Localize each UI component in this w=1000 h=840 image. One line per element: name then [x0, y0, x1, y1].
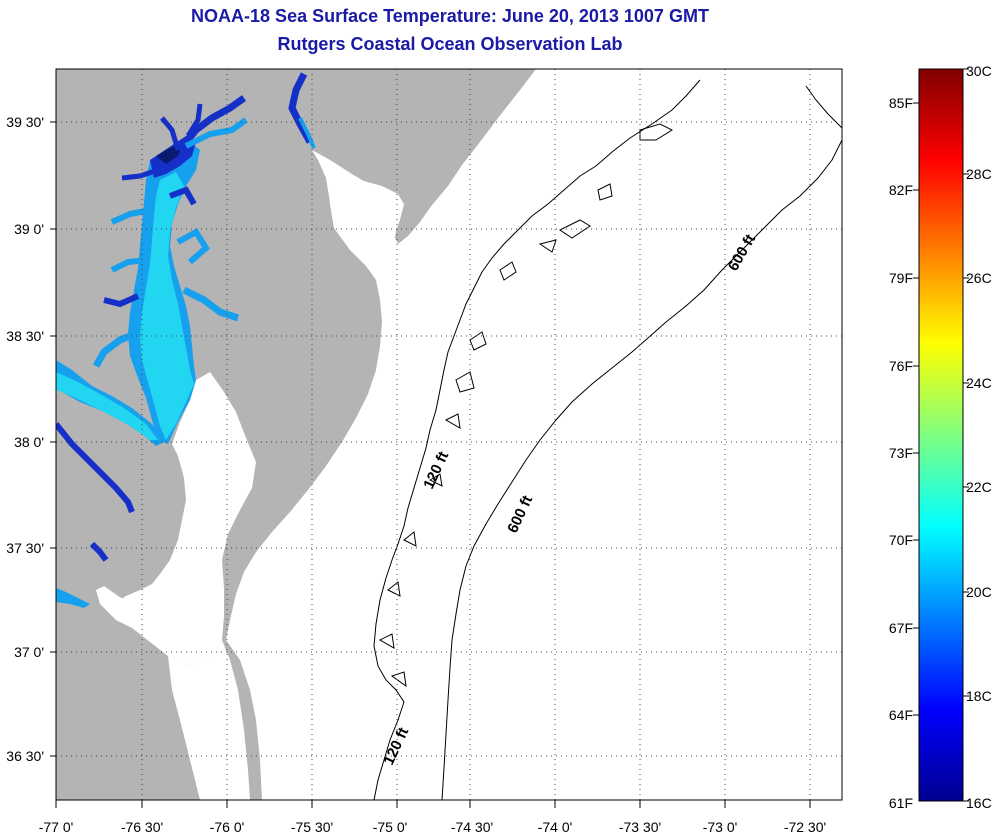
lon-labels: -77 0' -76 30' -76 0' -75 30' -75 0' -74… — [39, 819, 826, 835]
lat-label: 38 30' — [6, 328, 44, 344]
colorbar-c-label: 30C — [966, 63, 992, 79]
delaware-bay — [312, 150, 398, 272]
lon-label: -76 0' — [210, 819, 245, 835]
colorbar-f-label: 82F — [889, 182, 913, 198]
lon-label: -77 0' — [39, 819, 74, 835]
lat-labels: 39 30' 39 0' 38 30' 38 0' 37 30' 37 0' 3… — [6, 114, 44, 764]
lat-label: 38 0' — [14, 434, 44, 450]
sst-chesapeake-bay — [56, 72, 316, 608]
lon-label: -73 0' — [703, 819, 738, 835]
map-subtitle: Rutgers Coastal Ocean Observation Lab — [277, 34, 623, 54]
chesapeake-river-james — [96, 586, 154, 630]
colorbar-f-label: 76F — [889, 358, 913, 374]
colorbar-ticks — [913, 68, 969, 802]
lat-label: 39 30' — [6, 114, 44, 130]
colorbar-gradient — [918, 68, 964, 802]
lon-label: -74 0' — [538, 819, 573, 835]
colorbar-f-label: 70F — [889, 532, 913, 548]
colorbar-f-label: 64F — [889, 707, 913, 723]
axis-ticks — [50, 121, 811, 808]
lat-label: 37 30' — [6, 540, 44, 556]
lon-label: -75 0' — [373, 819, 408, 835]
colorbar-f-label: 73F — [889, 445, 913, 461]
colorbar-c-label: 20C — [966, 584, 992, 600]
colorbar-c-label: 24C — [966, 375, 992, 391]
lat-label: 39 0' — [14, 221, 44, 237]
lon-label: -72 30' — [784, 819, 826, 835]
map-border — [55, 68, 843, 801]
lon-label: -76 30' — [121, 819, 163, 835]
map-title: NOAA-18 Sea Surface Temperature: June 20… — [191, 6, 709, 26]
isobath-120ft-islands — [378, 123, 674, 688]
lon-label: -75 30' — [291, 819, 333, 835]
isobath-600ft — [441, 85, 842, 800]
lat-label: 37 0' — [14, 644, 44, 660]
colorbar-c-label: 28C — [966, 166, 992, 182]
land-new-jersey — [296, 69, 536, 244]
colorbar-f-label: 79F — [889, 270, 913, 286]
coastal-water-south — [168, 640, 250, 800]
colorbar-c-label: 26C — [966, 270, 992, 286]
lat-label: 36 30' — [6, 748, 44, 764]
colorbar-f-label: 85F — [889, 95, 913, 111]
graticule — [56, 69, 842, 800]
lon-label: -74 30' — [451, 819, 493, 835]
colorbar: 85F 82F 79F 76F 73F 70F 67F 64F 61F 30C … — [889, 63, 992, 811]
isobath-120ft — [373, 79, 701, 800]
colorbar-c-label: 22C — [966, 479, 992, 495]
colorbar-f-label: 67F — [889, 620, 913, 636]
colorbar-f-label: 61F — [889, 795, 913, 811]
lon-label: -73 30' — [619, 819, 661, 835]
colorbar-c-label: 16C — [966, 795, 992, 811]
chesapeake-lower-bay — [114, 372, 256, 666]
colorbar-c-label: 18C — [966, 688, 992, 704]
